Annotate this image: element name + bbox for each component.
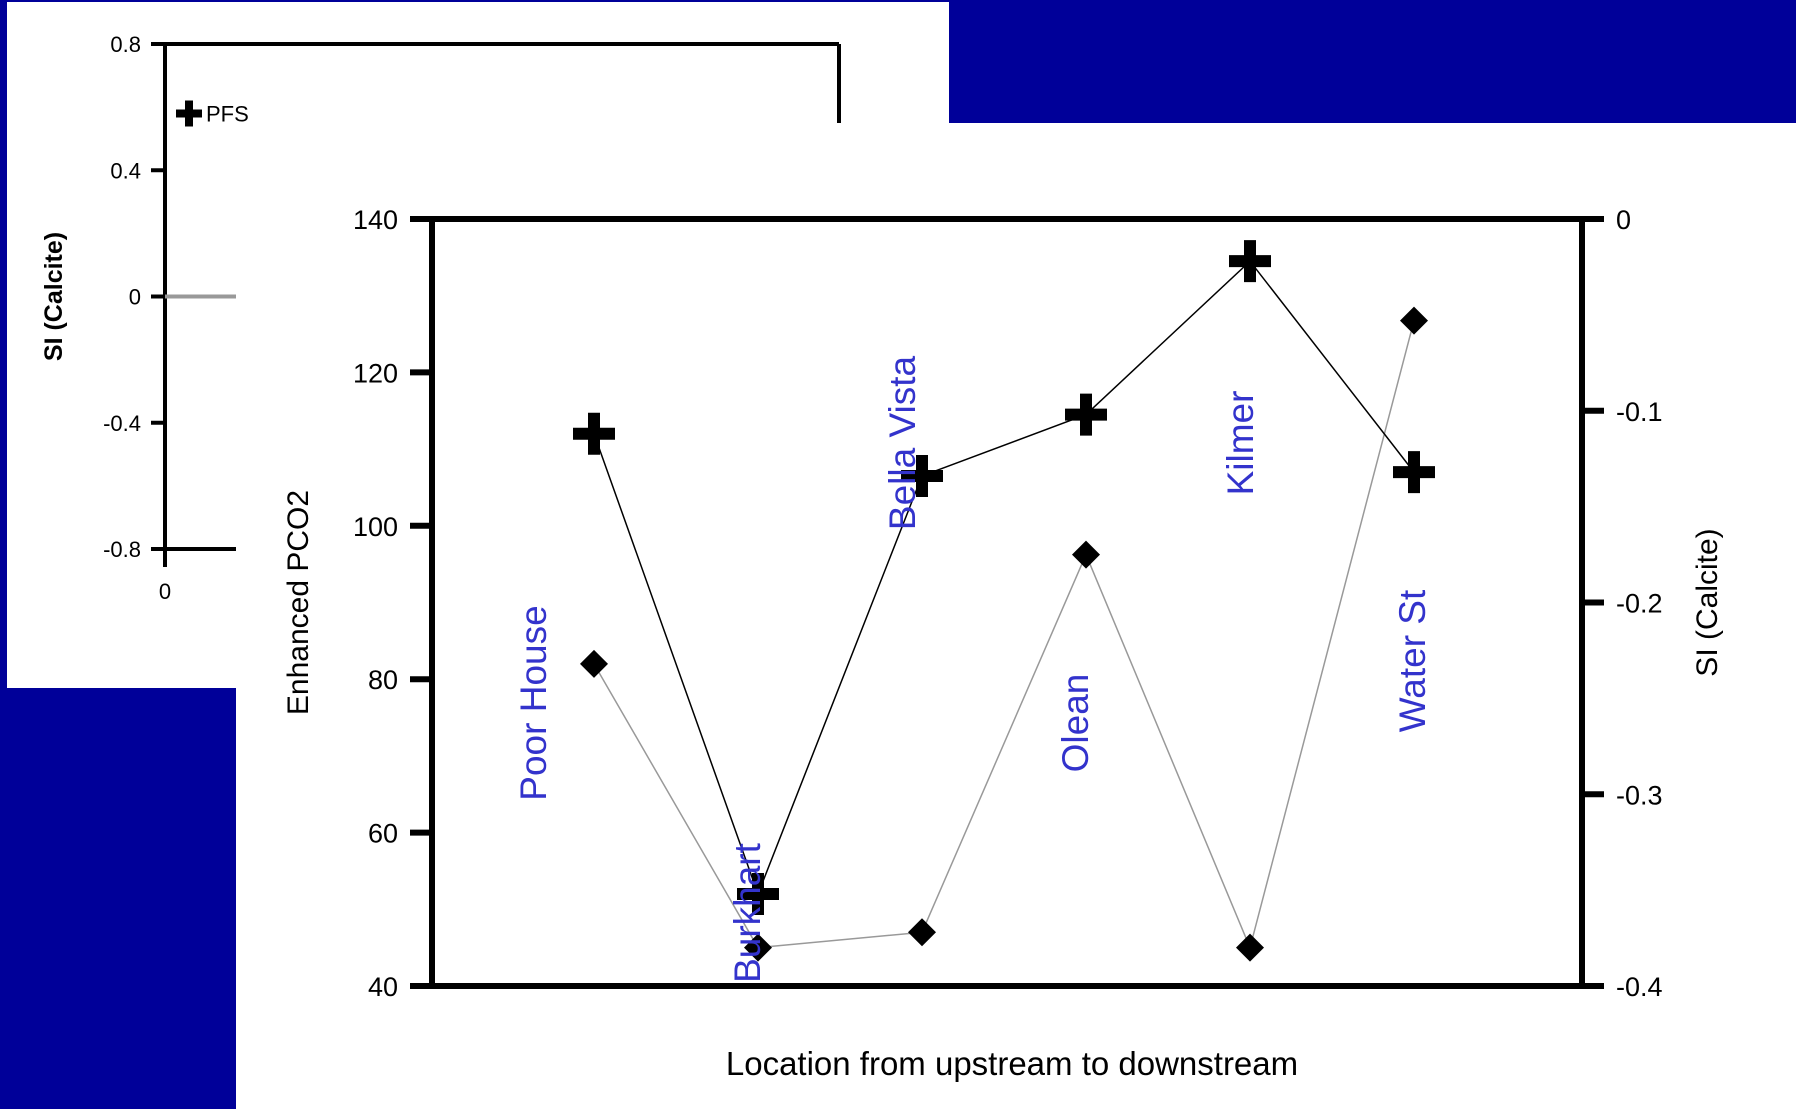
si-diamond-marker: [1072, 540, 1100, 569]
back-y-tick-label: -0.8: [103, 537, 141, 562]
category-label: Water St: [1392, 589, 1433, 732]
back-y-tick-label: 0.4: [110, 158, 141, 183]
right-y-tick-label: -0.3: [1616, 780, 1663, 810]
left-y-tick-label: 120: [353, 358, 398, 388]
back-y-axis-label: SI (Calcite): [40, 232, 68, 361]
back-y-tick-label: 0: [129, 285, 141, 310]
si-series-line: [593, 320, 1415, 950]
front-chart: 40 60 80 100 120 140 -0.4 -0.3 -0.2 -0.1 0 Enhanced…: [282, 205, 1724, 1082]
left-y-tick-label: 40: [368, 972, 398, 1002]
back-y-tick-label: 0.8: [110, 32, 141, 57]
pco2-cross-marker: [737, 872, 779, 915]
right-y-tick-label: -0.2: [1616, 589, 1663, 619]
category-label: Poor House: [513, 605, 554, 800]
back-point-label: PFS: [206, 101, 249, 126]
pco2-cross-marker: [1393, 451, 1435, 494]
front-chart-panel: 40 60 80 100 120 140 -0.4 -0.3 -0.2 -0.1 0 Enhanced…: [236, 123, 1796, 1109]
back-x-tick-label: 0: [159, 579, 171, 604]
si-diamond-marker: [744, 933, 772, 962]
x-axis-label: Location from upstream to downstream: [726, 1045, 1298, 1082]
category-label: Olean: [1055, 674, 1096, 773]
si-diamond-marker: [1236, 933, 1264, 962]
back-y-tick-label: -0.4: [103, 411, 141, 436]
left-y-tick-label: 60: [368, 819, 398, 849]
left-y-tick-label: 100: [353, 512, 398, 542]
pco2-cross-marker: [573, 412, 615, 455]
si-diamond-marker: [580, 649, 608, 678]
pco2-cross-marker: [901, 454, 943, 497]
category-label: Burkhart: [727, 842, 768, 983]
back-cross-marker: [176, 100, 202, 127]
pco2-cross-marker: [1229, 240, 1271, 283]
category-label: Kilmer: [1220, 391, 1261, 496]
right-y-tick-label: 0: [1616, 205, 1631, 235]
pco2-cross-marker: [1065, 393, 1107, 436]
left-y-tick-label: 80: [368, 665, 398, 695]
right-y-axis-label: SI (Calcite): [1691, 528, 1724, 676]
right-y-tick-label: -0.1: [1616, 397, 1663, 427]
right-y-tick-label: -0.4: [1616, 972, 1663, 1002]
left-y-axis-label: Enhanced PCO2: [282, 490, 315, 715]
pco2-series-line: [593, 260, 1415, 897]
category-label: Bella Vista: [882, 356, 923, 531]
si-diamond-marker: [908, 918, 936, 947]
si-diamond-marker: [1400, 306, 1428, 335]
left-y-tick-label: 140: [353, 205, 398, 235]
